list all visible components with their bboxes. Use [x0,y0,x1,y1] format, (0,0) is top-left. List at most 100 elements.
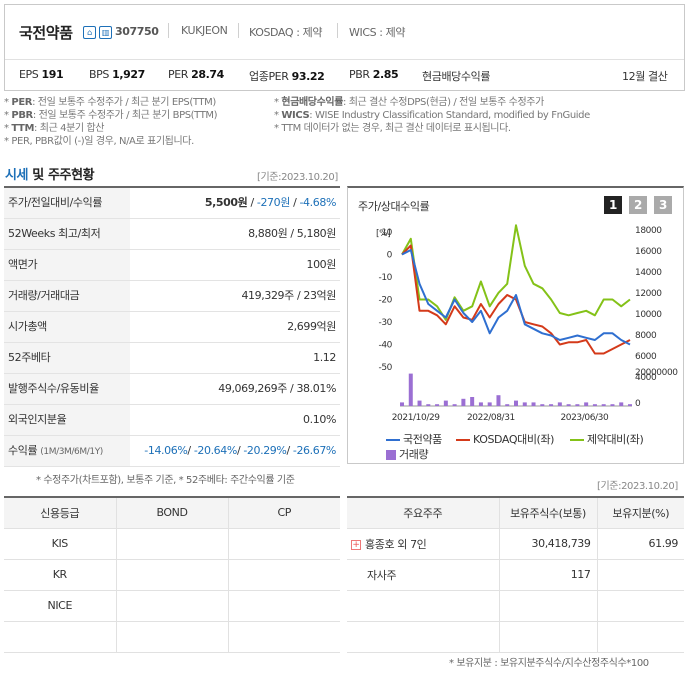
volume-bar [531,402,536,406]
y-right-tick: 4000 [635,373,657,383]
volume-bar [496,395,501,406]
volume-bar [452,404,457,406]
volume-bar [566,404,571,406]
credit-row-nice: NICE [4,590,340,622]
note-dividend: * 현금배당수익률: 최근 결산 수정DPS(현금) / 전일 보통주 수정주가 [274,97,544,108]
metric-per: PER 28.74 [168,68,224,81]
y-left-tick: 0 [387,251,393,261]
chart-tab-1[interactable]: 1 [604,196,622,214]
chart-tab-2[interactable]: 2 [629,196,647,214]
series-line-1 [401,244,631,355]
english-name: KUKJEON [181,24,228,37]
note-ttm: * TTM: 최근 4분기 합산 [4,123,105,134]
volume-bar [426,404,431,406]
note-wics: * WICS: WISE Industry Classification Sta… [274,110,590,121]
y-right-tick: 10000 [635,310,662,320]
volume-bar [478,402,483,406]
y-right-tick: 14000 [635,268,662,278]
x-tick: 2021/10/29 [392,413,441,423]
base-date: [기준:2023.10.20] [257,172,338,183]
quote-row-volume: 거래량/거래대금 419,329주 / 23억원 [4,281,340,312]
volume-bar [619,402,624,406]
y-left-tick: -50 [379,363,393,373]
stock-header: 국전약품 ⌂ ▥ 307750 KUKJEON KOSDAQ : 제약 WICS… [4,4,685,91]
volume-bar [584,402,589,406]
volume-bar [540,404,545,406]
volume-bar [408,373,413,406]
note-ttm-missing: * TTM 데이터가 없는 경우, 최근 결산 데이터로 표시됩니다. [274,123,511,134]
holder-row: 자사주 117 [347,559,684,591]
y-right-tick: 12000 [635,289,662,299]
stock-name: 국전약품 [19,24,73,42]
y-left-tick: -40 [379,341,393,351]
holder-row-empty [347,621,684,653]
metric-eps: EPS 191 [19,68,64,81]
series-line-2 [401,224,631,321]
metric-industry-per: 업종PER 93.22 [249,70,325,83]
holders-footnote: * 보유지분 : 보유지분주식수/지수산정주식수*100 [449,658,649,669]
volume-bar [557,402,562,406]
quote-footnote: * 수정주가(차트포함), 보통주 기준, * 52주베타: 주간수익률 기준 [36,475,295,486]
chart-tab-3[interactable]: 3 [654,196,672,214]
note-pbr: * PBR: 전일 보통주 수정주가 / 최근 분기 BPS(TTM) [4,110,218,121]
volume-bar [461,398,466,406]
legend-pharma: 제약대비(좌) [570,431,644,447]
volume-bar [549,404,554,406]
volume-bar [400,402,404,406]
return-6m: -20.29% [243,444,287,457]
quote-row-foreign: 외국인지분율 0.10% [4,405,340,436]
y-left-tick: -20 [379,296,393,306]
quote-row-beta: 52주베타 1.12 [4,343,340,374]
series-line-0 [401,249,631,346]
volume-bar [435,404,440,406]
legend-volume: 거래량 [386,446,429,462]
y-left-unit: [%] [376,229,390,239]
chart-panel: 주가/상대수익률 1 2 3 [%] 10 0 -10 -20 -30 -40 -50 1800… [347,186,684,464]
quote-row-returns: 수익률 (1M/3M/6M/1Y) -14.06%/ -20.64%/ -20.… [4,436,340,467]
quote-row-price: 주가/전일대비/수익률 5,500원 / -270원 / -4.68% [4,188,340,219]
return-1m: -14.06% [144,444,188,457]
y-right-tick: 16000 [635,247,662,257]
volume-bar [522,402,527,406]
home-icon[interactable]: ⌂ [83,26,96,39]
volume-bar [628,404,632,406]
metric-dividend-yield: 현금배당수익률 [422,70,491,83]
section-title: 시세 및 주주현황 [5,168,95,183]
expand-icon[interactable]: + [351,539,361,550]
volume-bar [514,400,518,406]
holder-row-empty [347,590,684,622]
credit-table: 신용등급 BOND CP KIS KR NICE [4,496,340,653]
fiscal-month: 12월 결산 [622,70,668,83]
y-left-tick: 10 [381,228,392,238]
y-right-tick: 8000 [635,331,657,341]
x-tick: 2023/06/30 [560,413,609,423]
quote-table: 주가/전일대비/수익률 5,500원 / -270원 / -4.68% 52We… [4,186,340,467]
legend-stock: 국전약품 [386,431,442,447]
price-chart: [%]10 0 -10 -20 -30 -40 -50 18000 16000 14000 1200… [376,224,679,423]
holder-name[interactable]: 홍종호 외 7인 [365,537,427,551]
holders-base-date: [기준:2023.10.20] [597,481,678,492]
bank-icon[interactable]: ▥ [99,26,112,39]
y-left-tick: -10 [379,273,393,283]
y-left-tick: -30 [379,318,393,328]
y-right-tick: 18000 [635,226,662,236]
chart-panel-title: 주가/상대수익률 [358,200,430,213]
price-change: -270원 [256,196,290,209]
volume-tick: 20000000 [635,368,678,378]
wics-info: WICS : 제약 [349,26,406,39]
metric-bps: BPS 1,927 [89,68,145,81]
price-value: 5,500원 [204,196,248,209]
volume-bar [505,404,510,406]
volume-bar [470,397,475,406]
holders-table: 주요주주 보유주식수(보통) 보유지분(%) + 홍종호 외 7인 30,418,… [347,496,684,653]
market-info: KOSDAQ : 제약 [249,26,323,39]
volume-bar [575,404,580,406]
volume-bar [487,402,492,406]
legend-kosdaq: KOSDAQ대비(좌) [456,431,554,447]
note-na: * PER, PBR값이 (-)일 경우, N/A로 표기됩니다. [4,136,194,147]
credit-row-kr: KR [4,559,340,591]
volume-bar [610,404,615,406]
metric-pbr: PBR 2.85 [349,68,399,81]
volume-bar [443,400,448,406]
quote-row-par: 액면가 100원 [4,250,340,281]
